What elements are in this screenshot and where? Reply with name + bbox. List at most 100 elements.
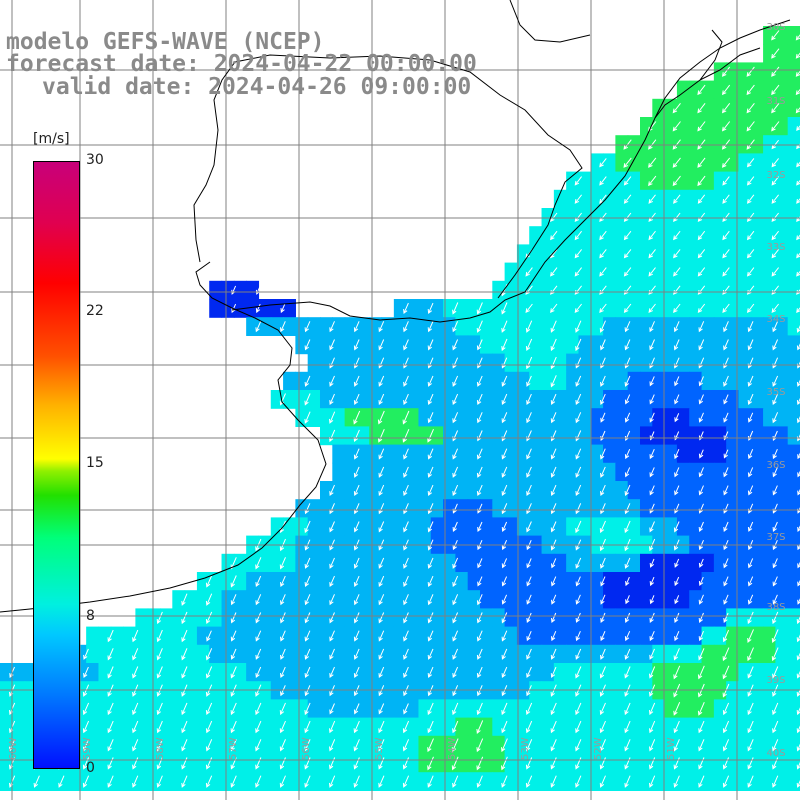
wind-arrow [747,611,754,625]
wind-cell [578,754,592,773]
wind-arrow [697,230,706,241]
wind-cell [566,735,580,755]
wind-cell [553,371,567,391]
wind-cell [590,353,604,373]
wind-cell [492,517,506,537]
wind-arrow [402,775,410,788]
wind-arrow [600,503,606,515]
wind-cell [270,626,284,646]
wind-cell [233,717,247,737]
wind-arrow [723,321,729,333]
wind-cell [307,699,321,719]
wind-cell [504,262,518,282]
wind-cell [787,517,800,537]
wind-cell [750,462,764,482]
wind-cell [529,517,543,537]
wind-cell [615,499,629,518]
wind-cell [763,299,776,318]
wind-cell [664,626,678,646]
wind-cell [590,608,604,628]
wind-arrow [623,267,632,277]
wind-arrow [403,466,409,478]
wind-cell [676,572,690,591]
wind-cell [627,626,641,646]
wind-arrow [378,666,385,679]
wind-cell [209,280,223,300]
wind-cell [689,244,703,264]
wind-arrow [181,702,188,716]
wind-cell [750,699,764,719]
wind-cell [467,499,481,518]
wind-cell [664,208,678,227]
wind-arrow [403,521,409,533]
wind-cell [258,317,272,336]
wind-cell [750,735,764,755]
wind-arrow [624,648,631,660]
wind-cell [516,299,530,318]
wind-cell [504,590,518,609]
wind-cell [775,299,789,318]
wind-cell [356,681,370,700]
wind-cell [455,663,469,682]
wind-arrow [600,375,606,387]
wind-cell [332,408,346,427]
wind-arrow [402,410,410,425]
wind-cell [369,608,383,628]
wind-cell [763,171,776,191]
wind-cell [147,663,161,682]
wind-cell [455,371,469,391]
wind-arrow [649,376,655,387]
wind-cell [652,208,666,227]
wind-cell [455,590,469,609]
wind-cell [393,681,407,700]
wind-arrow [255,666,262,679]
wind-cell [504,299,518,318]
wind-arrow [427,428,434,443]
wind-cell [283,699,296,719]
wind-cell [295,717,309,737]
wind-cell [418,735,432,755]
wind-cell [726,299,740,318]
wind-arrow [230,648,237,660]
wind-cell [283,644,296,664]
wind-cell [221,626,235,646]
wind-cell [726,444,740,464]
wind-arrow [329,703,335,715]
wind-arrow [156,611,163,625]
wind-arrow [747,757,754,770]
wind-arrow [600,412,606,423]
wind-cell [566,517,580,537]
wind-cell [664,335,678,355]
wind-cell [492,772,506,791]
wind-cell [590,171,604,191]
wind-cell [467,553,481,573]
wind-cell [566,626,580,646]
wind-arrow [525,303,533,314]
wind-cell [566,208,580,227]
wind-cell [701,553,715,573]
wind-cell [529,772,543,791]
wind-arrow [796,161,800,168]
wind-arrow [304,775,311,788]
wind-cell [320,426,333,446]
wind-cell [763,244,776,264]
wind-arrow [649,630,655,642]
wind-arrow [795,107,800,114]
inland-border [509,0,591,43]
wind-cell [590,590,604,609]
wind-cell [701,626,715,646]
wind-cell [664,517,678,537]
wind-arrow [353,521,360,533]
wind-cell [578,663,592,682]
wind-cell [738,153,752,173]
wind-arrow [795,70,800,77]
wind-arrow [304,575,311,588]
wind-cell [689,299,703,318]
wind-arrow [501,521,508,532]
wind-cell [689,208,703,227]
wind-cell [246,772,260,791]
wind-cell [701,317,715,336]
wind-cell [381,499,395,518]
wind-arrow [746,66,755,77]
wind-cell [160,735,173,755]
